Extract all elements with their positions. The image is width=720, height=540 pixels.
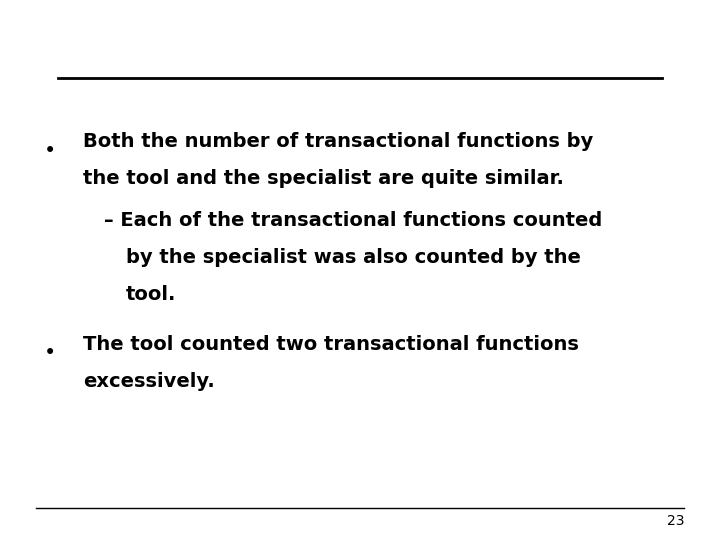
Text: tool.: tool. bbox=[126, 285, 176, 303]
Text: the tool and the specialist are quite similar.: the tool and the specialist are quite si… bbox=[83, 169, 564, 188]
Text: The tool counted two transactional functions: The tool counted two transactional funct… bbox=[83, 335, 579, 354]
Text: – Each of the transactional functions counted: – Each of the transactional functions co… bbox=[104, 211, 603, 230]
Text: 23: 23 bbox=[667, 514, 684, 528]
Text: •: • bbox=[44, 343, 57, 363]
Text: excessively.: excessively. bbox=[83, 372, 215, 390]
Text: by the specialist was also counted by the: by the specialist was also counted by th… bbox=[126, 248, 581, 267]
Text: •: • bbox=[44, 140, 57, 161]
Text: Both the number of transactional functions by: Both the number of transactional functio… bbox=[83, 132, 593, 151]
